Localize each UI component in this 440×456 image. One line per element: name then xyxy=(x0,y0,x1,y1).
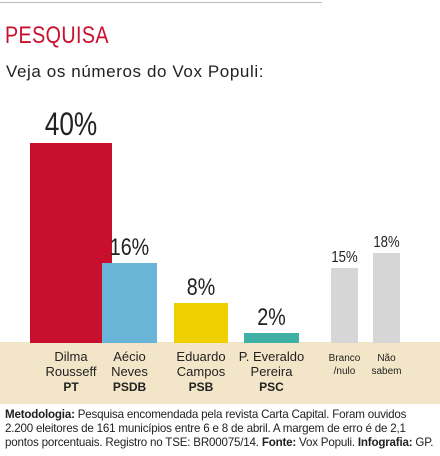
bar-5 xyxy=(331,268,358,343)
source-label: Fonte: xyxy=(261,436,297,449)
bar-3 xyxy=(174,303,228,343)
methodology-note: Metodologia: Pesquisa encomendada pela r… xyxy=(5,408,437,450)
party-label: PSDB xyxy=(113,380,147,394)
party-label: PT xyxy=(63,380,79,394)
bar-6 xyxy=(373,253,400,343)
bar-value-label: 40% xyxy=(45,108,98,143)
bar-1 xyxy=(30,143,112,343)
category-label: Pereira xyxy=(251,364,294,379)
bar-value-label: 15% xyxy=(331,249,357,266)
category-label: Dilma xyxy=(54,349,88,364)
credit-text: GP. xyxy=(412,436,434,449)
credit-label: Infografia: xyxy=(357,436,413,449)
category-label: Neves xyxy=(111,364,148,379)
source-text: Vox Populi. xyxy=(296,436,358,449)
section-title: PESQUISA xyxy=(5,22,109,49)
category-label: sabem xyxy=(371,366,401,377)
methodology-label: Metodologia: xyxy=(5,408,75,421)
category-label: /nulo xyxy=(334,366,356,377)
party-label: PSB xyxy=(189,380,214,394)
category-label: P. Everaldo xyxy=(239,349,305,364)
category-label: Campos xyxy=(177,364,226,379)
bar-value-label: 8% xyxy=(187,273,215,300)
category-label: Rousseff xyxy=(45,364,96,379)
chart-subtitle: Veja os números do Vox Populi: xyxy=(6,62,265,81)
category-label: Aécio xyxy=(113,349,146,364)
party-label: PSC xyxy=(259,380,284,394)
bar-4 xyxy=(244,333,299,343)
category-label: Não xyxy=(377,353,396,364)
bar-value-label: 16% xyxy=(110,233,149,260)
bar-value-label: 18% xyxy=(373,234,399,251)
bar-value-label: 2% xyxy=(257,303,285,330)
top-rule xyxy=(0,2,322,3)
category-label: Eduardo xyxy=(176,349,225,364)
category-label: Branco xyxy=(329,353,361,364)
bar-2 xyxy=(102,263,157,343)
methodology-text: Pesquisa encomendada pela revista Carta … xyxy=(5,408,407,449)
category-label-band xyxy=(0,342,440,404)
